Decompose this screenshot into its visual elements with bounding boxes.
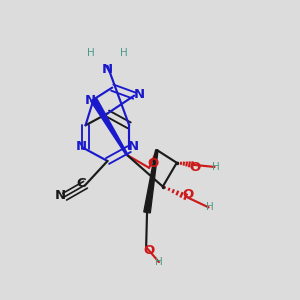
Text: H: H bbox=[87, 48, 94, 58]
Text: H: H bbox=[120, 48, 128, 58]
Text: O: O bbox=[190, 161, 201, 174]
Text: O: O bbox=[143, 244, 155, 257]
Text: N: N bbox=[55, 189, 66, 202]
Text: O: O bbox=[148, 158, 159, 170]
Text: H: H bbox=[212, 162, 220, 172]
Text: C: C bbox=[76, 177, 86, 190]
Text: H: H bbox=[206, 202, 214, 212]
Text: N: N bbox=[102, 63, 113, 76]
Polygon shape bbox=[91, 98, 128, 155]
Text: N: N bbox=[76, 140, 87, 153]
Text: N: N bbox=[84, 94, 95, 106]
Text: O: O bbox=[182, 188, 194, 201]
Text: N: N bbox=[128, 140, 139, 153]
Text: H: H bbox=[155, 257, 163, 267]
Text: N: N bbox=[134, 88, 145, 100]
Polygon shape bbox=[144, 150, 158, 213]
